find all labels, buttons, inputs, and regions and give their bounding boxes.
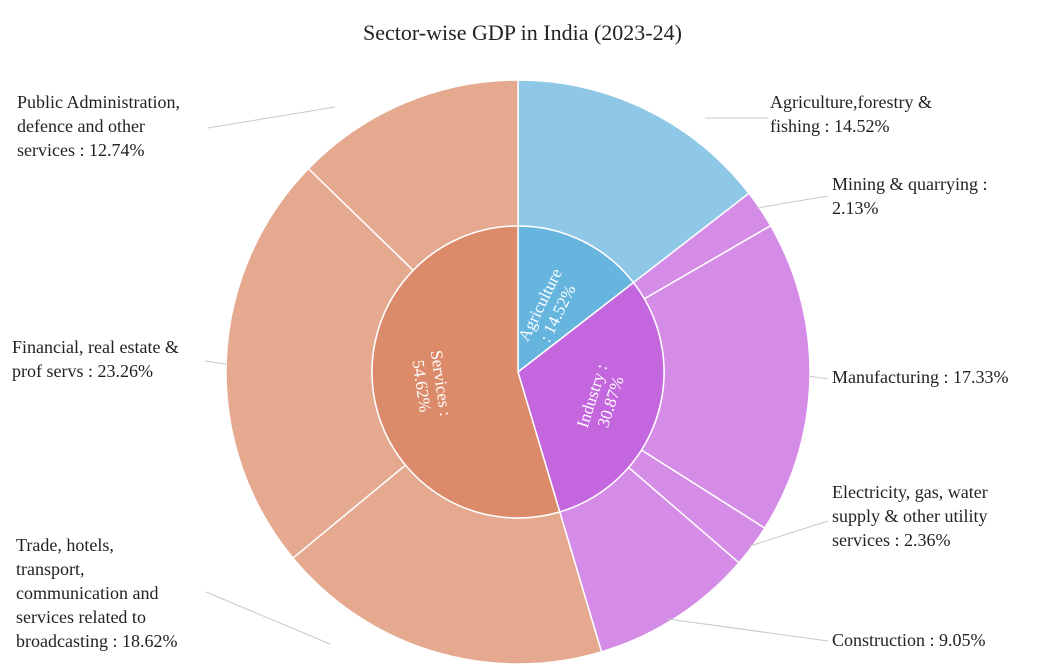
inner-slice-agriculture	[517, 225, 635, 374]
outer-label-public-administration-defence-and-other-services: Public Administration, defence and other s…	[17, 92, 180, 160]
outer-label-agriculture-forestry-fishing: Agriculture,forestry & fishing : 14.52%	[770, 92, 932, 136]
leader-line-manufacturing	[807, 375, 829, 380]
outer-label-construction: Construction : 9.05%	[832, 630, 986, 650]
leader-line-public-administration-defence-and-other-services	[207, 106, 336, 129]
leader-line-electricity-gas-water-supply-other-utility-services	[749, 520, 829, 547]
inner-slice-services	[371, 225, 561, 519]
outer-label-financial-real-estate-prof-servs: Financial, real estate & prof servs : 23.…	[12, 337, 179, 381]
chart-title: Sector-wise GDP in India (2023-24)	[363, 20, 682, 45]
outer-label-electricity-gas-water-supply-other-utility-services: Electricity, gas, water supply & other ut…	[832, 482, 988, 550]
leader-line-mining-quarrying	[756, 195, 829, 209]
leader-line-financial-real-estate-prof-servs	[204, 360, 227, 365]
leader-line-trade-hotels-transport-communication-and-services-related-to-broadcasting	[205, 591, 331, 645]
outer-label-mining-quarrying: Mining & quarrying :2.13%	[832, 174, 988, 218]
leader-line-construction	[667, 618, 829, 642]
inner-slice-industry	[517, 281, 665, 513]
outer-label-trade-hotels-transport-communication-and-services-related-to-broadcasting: Trade, hotels, transport, communication an…	[16, 535, 177, 651]
outer-label-manufacturing: Manufacturing : 17.33%	[832, 367, 1008, 387]
